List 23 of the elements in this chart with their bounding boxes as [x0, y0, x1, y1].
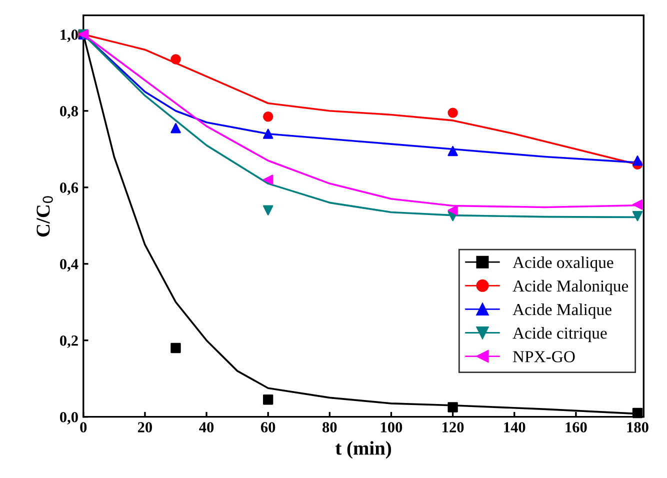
y-tick-label: 0,2 [60, 335, 78, 348]
x-tick-label: 20 [138, 422, 152, 432]
x-tick-label: 180 [627, 422, 648, 432]
x-tick-label: 0 [80, 422, 87, 432]
x-tick-label: 40 [199, 422, 214, 432]
legend-label: Acide citrique [512, 327, 607, 342]
y-tick-label: 0,0 [60, 412, 78, 424]
x-tick-label: 160 [566, 422, 587, 432]
legend-label: NPX-GO [512, 351, 575, 362]
y-axis-title: C/C$_{0}$ [36, 196, 53, 237]
x-axis-title: t (min) [335, 441, 392, 459]
y-tick-label: 0,6 [60, 182, 78, 196]
y-tick-label: 1,0 [60, 30, 78, 42]
x-tick-label: 100 [380, 422, 402, 432]
x-tick-label: 60 [260, 422, 276, 432]
legend-label: Acide Malonique [512, 280, 628, 296]
y-tick-label: 0,4 [60, 258, 78, 272]
legend-label: Acide Malique [512, 303, 612, 319]
y-tick-label: 0,8 [60, 106, 78, 119]
x-tick-label: 120 [442, 422, 464, 432]
x-tick-label: 140 [504, 422, 526, 432]
x-tick-label: 80 [322, 422, 337, 432]
legend-label: Acide oxalique [512, 256, 614, 272]
